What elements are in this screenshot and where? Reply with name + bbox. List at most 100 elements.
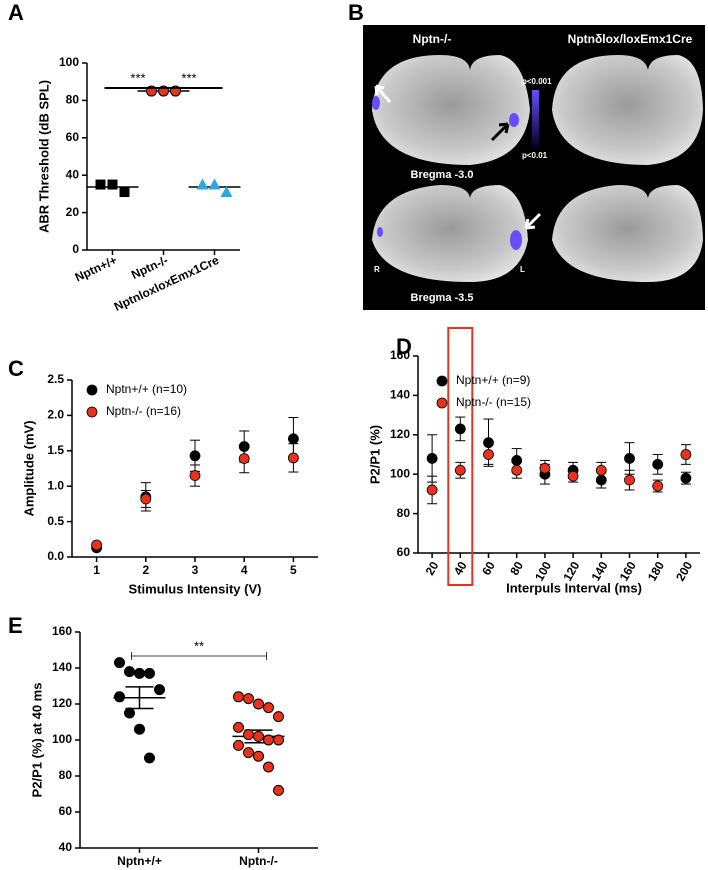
y-axis-label: P2/P1 (%)	[367, 425, 382, 484]
point	[144, 667, 155, 679]
significance-label: **	[194, 638, 204, 653]
point	[154, 684, 165, 696]
point	[263, 702, 274, 714]
significance-label: ***	[181, 70, 196, 85]
side-label: L	[520, 265, 525, 274]
side-label: R	[374, 265, 380, 274]
point	[539, 462, 551, 474]
x-tick-label: Nptn+/+	[117, 854, 162, 868]
point	[134, 667, 145, 679]
y-tick-label: 160	[390, 348, 410, 362]
point	[624, 474, 635, 486]
legend-marker	[86, 384, 98, 396]
y-tick-label: 100	[390, 466, 410, 480]
brain-slice	[552, 185, 703, 282]
legend-label: Nptn+/+ (n=10)	[106, 382, 187, 396]
brain-slice	[552, 55, 703, 165]
y-tick-label: 20	[66, 205, 80, 219]
point	[511, 464, 523, 476]
point	[124, 666, 135, 678]
x-axis-label: Interpuls Interval (ms)	[506, 580, 642, 595]
panel-letter: E	[8, 613, 23, 638]
y-tick-label: 0.0	[47, 549, 64, 563]
point	[233, 739, 244, 751]
point	[238, 441, 250, 452]
point	[114, 657, 125, 669]
point	[196, 178, 209, 190]
point	[287, 433, 299, 445]
y-tick-label: 100	[59, 55, 79, 69]
point	[243, 747, 254, 759]
x-tick-label: 60	[479, 559, 498, 578]
y-tick-label: 2.0	[47, 408, 64, 422]
y-tick-label: 0	[72, 242, 79, 256]
point	[238, 453, 250, 464]
panel-letter: D	[396, 334, 412, 359]
panel-letter: B	[348, 0, 364, 25]
x-tick-label: 40	[451, 559, 470, 578]
point	[91, 539, 102, 551]
point	[140, 493, 152, 505]
y-tick-label: 2.5	[47, 372, 64, 386]
point	[454, 464, 466, 476]
x-tick-label: 4	[241, 563, 248, 577]
point	[189, 470, 201, 481]
point	[652, 458, 664, 470]
activation-blob	[372, 96, 380, 110]
arrow	[524, 212, 542, 230]
point	[511, 455, 523, 466]
y-axis-label: ABR Threshold (dB SPL)	[36, 80, 51, 233]
image-title: Nptn-/-	[413, 32, 452, 46]
x-tick-label: 200	[673, 559, 695, 584]
activation-blob	[510, 230, 522, 250]
point	[208, 178, 221, 190]
point	[114, 691, 125, 703]
x-tick-label: 1	[93, 563, 100, 577]
point	[220, 186, 233, 198]
point	[253, 730, 264, 742]
y-tick-label: 1.5	[47, 443, 64, 457]
highlight-box	[447, 327, 474, 586]
point	[652, 480, 664, 492]
legend-marker	[436, 397, 448, 409]
y-axis-label: P2/P1 (%) at 40 ms	[29, 683, 44, 798]
y-tick-label: 160	[52, 624, 72, 638]
image-title: Nptnδlox/loxEmx1Cre	[568, 32, 693, 46]
point	[483, 437, 494, 449]
y-tick-label: 40	[59, 840, 73, 854]
y-tick-label: 140	[390, 388, 410, 402]
x-tick-label: Nptn+/+	[73, 253, 119, 285]
y-tick-label: 80	[66, 93, 80, 107]
point	[263, 761, 274, 773]
x-tick-label: 20	[423, 559, 442, 578]
point	[624, 453, 635, 464]
y-tick-label: 120	[52, 696, 72, 710]
point	[243, 693, 254, 705]
point	[95, 179, 106, 190]
x-axis-label: Stimulus Intensity (V)	[129, 581, 262, 596]
point	[680, 472, 692, 484]
arrow	[374, 84, 392, 103]
point	[119, 187, 130, 198]
point	[107, 179, 118, 190]
point	[124, 707, 135, 719]
brain-slice	[372, 185, 528, 282]
point	[483, 449, 494, 460]
section-label: Bregma -3.5	[411, 292, 474, 304]
point	[253, 698, 264, 710]
point	[273, 711, 284, 723]
point	[253, 750, 264, 762]
y-tick-label: 80	[59, 768, 73, 782]
activation-blob	[377, 227, 383, 237]
mri-panel: Nptn-/- Nptnδlox/loxEmx1Cre p<0.001 p<0.…	[363, 25, 705, 310]
x-tick-label: 3	[192, 563, 199, 577]
point	[426, 453, 438, 464]
point	[263, 734, 274, 746]
activation-blob	[509, 113, 519, 127]
x-tick-label: Nptn-/-	[239, 854, 278, 868]
point	[134, 723, 145, 735]
y-tick-label: 60	[397, 545, 411, 559]
x-tick-label: 80	[507, 559, 526, 578]
legend-marker	[86, 406, 98, 418]
